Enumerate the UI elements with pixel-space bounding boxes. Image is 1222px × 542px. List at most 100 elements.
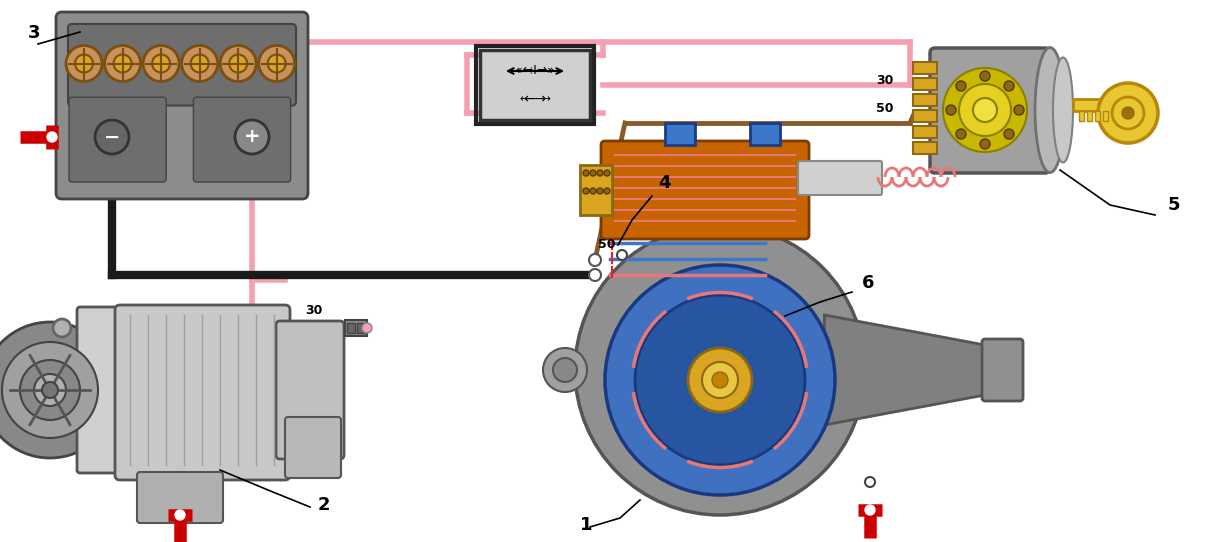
Circle shape bbox=[589, 254, 601, 266]
Circle shape bbox=[143, 46, 180, 81]
FancyBboxPatch shape bbox=[137, 472, 222, 523]
Circle shape bbox=[590, 170, 596, 176]
Circle shape bbox=[1099, 83, 1158, 143]
Circle shape bbox=[95, 120, 130, 154]
Circle shape bbox=[175, 510, 185, 520]
Text: ⟵⊢⟶: ⟵⊢⟶ bbox=[517, 66, 554, 76]
Text: 5: 5 bbox=[1168, 196, 1180, 214]
Circle shape bbox=[2, 342, 98, 438]
Circle shape bbox=[53, 319, 71, 337]
Circle shape bbox=[605, 265, 835, 495]
Bar bbox=[913, 142, 937, 154]
FancyBboxPatch shape bbox=[276, 321, 345, 459]
Bar bbox=[750, 123, 780, 145]
FancyBboxPatch shape bbox=[77, 307, 138, 473]
Bar bbox=[347, 323, 356, 333]
Circle shape bbox=[114, 55, 132, 73]
Bar bbox=[913, 78, 937, 90]
Circle shape bbox=[543, 348, 587, 392]
Text: «←I→»: «←I→» bbox=[514, 64, 555, 78]
Circle shape bbox=[0, 322, 119, 458]
Text: −: − bbox=[104, 127, 120, 146]
Circle shape bbox=[191, 55, 209, 73]
FancyBboxPatch shape bbox=[285, 417, 341, 478]
Circle shape bbox=[589, 269, 601, 281]
Circle shape bbox=[66, 46, 101, 81]
Bar bbox=[1103, 111, 1108, 121]
FancyBboxPatch shape bbox=[601, 141, 809, 239]
FancyBboxPatch shape bbox=[193, 97, 291, 182]
Circle shape bbox=[604, 188, 610, 194]
Circle shape bbox=[576, 225, 865, 515]
Circle shape bbox=[959, 84, 1011, 136]
Circle shape bbox=[956, 81, 965, 91]
Text: ⟵⟶: ⟵⟶ bbox=[519, 94, 551, 104]
Circle shape bbox=[583, 188, 589, 194]
Circle shape bbox=[1004, 81, 1014, 91]
Circle shape bbox=[235, 120, 269, 154]
Circle shape bbox=[943, 68, 1026, 152]
Circle shape bbox=[42, 382, 57, 398]
Circle shape bbox=[973, 98, 997, 122]
Text: 1: 1 bbox=[580, 516, 593, 534]
Circle shape bbox=[865, 505, 875, 515]
Circle shape bbox=[956, 129, 965, 139]
Bar bbox=[913, 62, 937, 74]
Circle shape bbox=[946, 105, 956, 115]
Circle shape bbox=[688, 348, 752, 412]
Bar bbox=[580, 165, 612, 215]
Circle shape bbox=[598, 170, 602, 176]
Text: 30: 30 bbox=[876, 74, 893, 87]
FancyBboxPatch shape bbox=[930, 48, 1050, 173]
Text: 4: 4 bbox=[657, 174, 671, 192]
Circle shape bbox=[75, 55, 93, 73]
Circle shape bbox=[980, 71, 990, 81]
FancyBboxPatch shape bbox=[798, 161, 882, 195]
Circle shape bbox=[554, 358, 577, 382]
Bar bbox=[485, 55, 585, 115]
Circle shape bbox=[1112, 97, 1144, 129]
Bar bbox=[913, 126, 937, 138]
Text: 6: 6 bbox=[862, 274, 875, 292]
Bar bbox=[1095, 111, 1100, 121]
Circle shape bbox=[34, 374, 66, 406]
Circle shape bbox=[701, 362, 738, 398]
Circle shape bbox=[20, 360, 79, 420]
Circle shape bbox=[590, 188, 596, 194]
Bar bbox=[477, 46, 594, 124]
Bar bbox=[1088, 111, 1092, 121]
Text: 50: 50 bbox=[876, 102, 893, 115]
Circle shape bbox=[105, 46, 141, 81]
Text: +: + bbox=[243, 127, 260, 146]
Bar bbox=[913, 94, 937, 106]
Circle shape bbox=[259, 46, 295, 81]
Bar bbox=[480, 50, 590, 120]
Circle shape bbox=[182, 46, 218, 81]
Ellipse shape bbox=[1035, 48, 1066, 172]
Circle shape bbox=[220, 46, 257, 81]
FancyBboxPatch shape bbox=[115, 305, 290, 480]
FancyBboxPatch shape bbox=[68, 24, 296, 106]
Text: 30: 30 bbox=[306, 304, 323, 317]
Bar bbox=[665, 123, 695, 145]
FancyBboxPatch shape bbox=[68, 97, 166, 182]
Text: 50: 50 bbox=[598, 238, 616, 251]
Bar bbox=[913, 110, 937, 122]
Circle shape bbox=[1004, 129, 1014, 139]
Ellipse shape bbox=[1053, 57, 1073, 163]
Text: 2: 2 bbox=[318, 496, 330, 514]
Circle shape bbox=[268, 55, 286, 73]
Text: 3: 3 bbox=[28, 24, 40, 42]
Circle shape bbox=[1122, 107, 1134, 119]
Circle shape bbox=[152, 55, 170, 73]
Circle shape bbox=[598, 188, 602, 194]
Circle shape bbox=[617, 250, 627, 260]
Circle shape bbox=[1014, 105, 1024, 115]
Circle shape bbox=[635, 295, 805, 465]
Bar bbox=[1079, 111, 1084, 121]
Circle shape bbox=[230, 55, 247, 73]
Circle shape bbox=[604, 170, 610, 176]
Circle shape bbox=[980, 139, 990, 149]
Circle shape bbox=[712, 372, 728, 388]
FancyBboxPatch shape bbox=[982, 339, 1023, 401]
